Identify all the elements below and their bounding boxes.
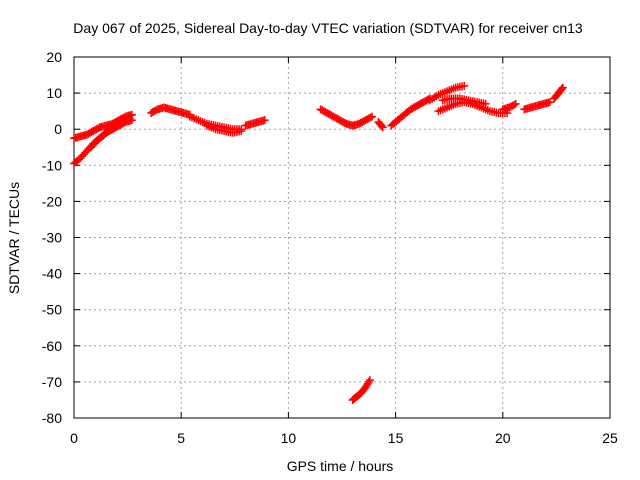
y-axis-label: SDTVAR / TECUs [6,182,22,294]
series-arc-12 [438,94,490,108]
series-arc-10 [425,81,469,105]
x-tick-label: 10 [281,430,297,446]
y-tick-label: -20 [42,193,62,209]
y-tick-label: -10 [42,157,62,173]
data-point [511,99,520,108]
y-tick-label: -70 [42,374,62,390]
series-arc-6 [316,105,377,130]
y-tick-label: -30 [42,230,62,246]
series-arc-15 [550,83,567,103]
x-tick-label: 20 [495,430,511,446]
series-arc-8 [348,376,374,404]
data-point [368,112,377,121]
data-point [481,99,490,108]
x-tick-label: 0 [70,430,78,446]
data-point [366,113,375,122]
x-tick-label: 25 [602,430,618,446]
y-tick-label: 10 [46,85,62,101]
data-point [558,83,567,92]
data-point [260,116,269,125]
series-arc-14 [520,98,554,114]
data-point [460,81,469,90]
series-arc-4 [202,121,246,137]
data-point [125,114,134,123]
series-arc-13 [498,99,520,114]
chart-title: Day 067 of 2025, Sidereal Day-to-day VTE… [73,20,583,36]
data-point [545,98,554,107]
data-point [510,100,519,109]
y-tick-label: -50 [42,302,62,318]
y-tick-label: -80 [42,410,62,426]
y-tick-label: 20 [46,49,62,65]
x-tick-label: 15 [388,430,404,446]
data-points [70,81,567,404]
series-arc-7 [374,117,387,132]
data-point [378,123,387,132]
axis-ticks: 0 5 10 15 20 25 20 10 0 -10 -20 -30 -40 -50 -60 -70 -80 [42,49,618,446]
data-point [365,376,374,385]
y-tick-label: -40 [42,266,62,282]
data-point [364,377,373,386]
grid-lines [74,57,610,418]
data-point [124,115,133,124]
data-point [557,85,566,94]
series-arc-5 [241,116,269,130]
x-axis-label: GPS time / hours [287,458,394,474]
series-arc-1c [87,114,134,152]
y-tick-label: 0 [54,121,62,137]
x-tick-label: 5 [177,430,185,446]
y-tick-label: -60 [42,338,62,354]
data-point [237,127,246,136]
data-point [377,122,386,131]
